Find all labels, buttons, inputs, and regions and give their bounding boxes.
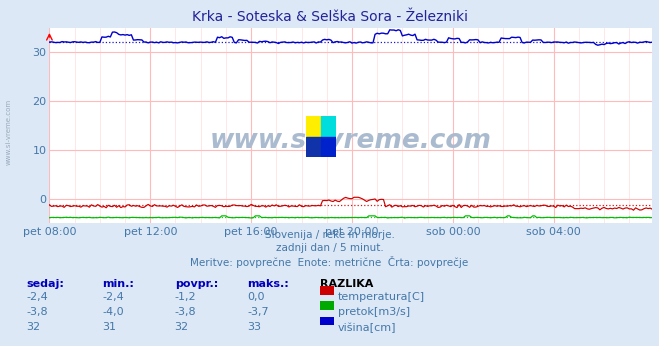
Text: -2,4: -2,4 xyxy=(102,292,124,302)
Bar xyxy=(322,116,336,137)
Text: zadnji dan / 5 minut.: zadnji dan / 5 minut. xyxy=(275,243,384,253)
Text: 32: 32 xyxy=(26,322,40,333)
Text: Slovenija / reke in morje.: Slovenija / reke in morje. xyxy=(264,230,395,240)
Text: -4,0: -4,0 xyxy=(102,307,124,317)
Bar xyxy=(306,116,322,137)
Bar xyxy=(322,137,336,157)
Text: višina[cm]: višina[cm] xyxy=(338,322,397,333)
Text: min.:: min.: xyxy=(102,279,134,289)
Text: -2,4: -2,4 xyxy=(26,292,48,302)
Bar xyxy=(306,137,322,157)
Text: www.si-vreme.com: www.si-vreme.com xyxy=(210,128,492,154)
Text: sedaj:: sedaj: xyxy=(26,279,64,289)
Text: -3,7: -3,7 xyxy=(247,307,269,317)
Text: pretok[m3/s]: pretok[m3/s] xyxy=(338,307,410,317)
Text: maks.:: maks.: xyxy=(247,279,289,289)
Text: povpr.:: povpr.: xyxy=(175,279,218,289)
Text: temperatura[C]: temperatura[C] xyxy=(338,292,425,302)
Text: 31: 31 xyxy=(102,322,116,333)
Text: www.si-vreme.com: www.si-vreme.com xyxy=(5,98,12,165)
Text: Krka - Soteska & Selška Sora - Železniki: Krka - Soteska & Selška Sora - Železniki xyxy=(192,10,467,24)
Text: Meritve: povprečne  Enote: metrične  Črta: povprečje: Meritve: povprečne Enote: metrične Črta:… xyxy=(190,256,469,268)
Text: 0,0: 0,0 xyxy=(247,292,265,302)
Text: 32: 32 xyxy=(175,322,188,333)
Text: RAZLIKA: RAZLIKA xyxy=(320,279,373,289)
Text: -3,8: -3,8 xyxy=(175,307,196,317)
Text: 33: 33 xyxy=(247,322,261,333)
Text: -1,2: -1,2 xyxy=(175,292,196,302)
Text: -3,8: -3,8 xyxy=(26,307,48,317)
